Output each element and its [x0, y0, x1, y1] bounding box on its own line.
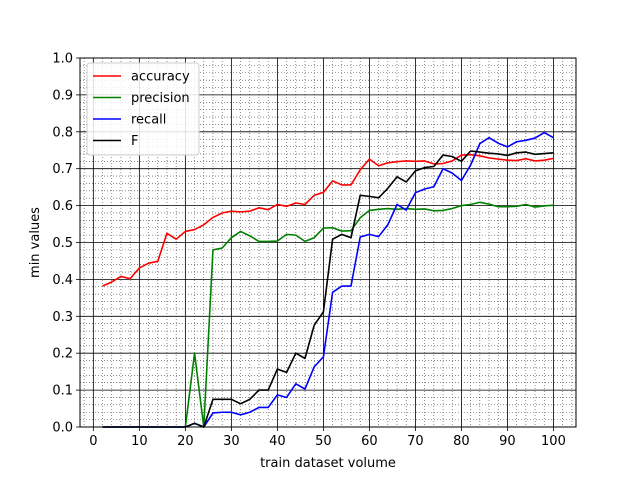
y-axis-title: min values — [28, 207, 43, 278]
y-axis: 0.0 0.1 0.2 0.3 0.4 0.5 0.6 0.7 0.8 0.9 1.0 — [52, 52, 80, 436]
x-axis-title: train dataset volume — [260, 456, 396, 471]
y-tick-label: 0.9 — [52, 88, 73, 103]
y-tick-label: 0.8 — [52, 125, 73, 140]
y-tick-label: 0.2 — [52, 347, 73, 362]
y-tick-label: 0.0 — [52, 421, 73, 436]
legend-box — [86, 62, 200, 156]
x-tick-label: 60 — [361, 434, 378, 449]
x-tick-label: 80 — [453, 434, 470, 449]
legend-label-recall: recall — [131, 113, 166, 128]
y-tick-label: 0.5 — [52, 236, 73, 251]
y-tick-label: 0.4 — [52, 273, 73, 288]
legend-label-precision: precision — [131, 91, 190, 106]
y-tick-label: 0.3 — [52, 310, 73, 325]
y-tick-label: 0.6 — [52, 199, 73, 214]
y-tick-label: 1.0 — [52, 52, 73, 67]
x-tick-label: 100 — [541, 434, 566, 449]
x-tick-label: 50 — [315, 434, 332, 449]
series-line-accuracy — [102, 153, 554, 287]
x-tick-label: 30 — [223, 434, 240, 449]
legend-label-f: F — [131, 134, 138, 149]
x-tick-label: 40 — [269, 434, 286, 449]
x-tick-label: 0 — [89, 434, 97, 449]
legend-label-accuracy: accuracy — [131, 70, 190, 85]
x-axis: 0 10 20 30 40 50 60 70 80 90 100 — [89, 427, 566, 449]
y-tick-label: 0.7 — [52, 162, 73, 177]
x-tick-label: 10 — [131, 434, 148, 449]
x-tick-label: 90 — [499, 434, 516, 449]
y-tick-label: 0.1 — [52, 384, 73, 399]
x-tick-label: 70 — [407, 434, 424, 449]
x-tick-label: 20 — [177, 434, 194, 449]
legend: accuracy precision recall F — [86, 62, 200, 156]
